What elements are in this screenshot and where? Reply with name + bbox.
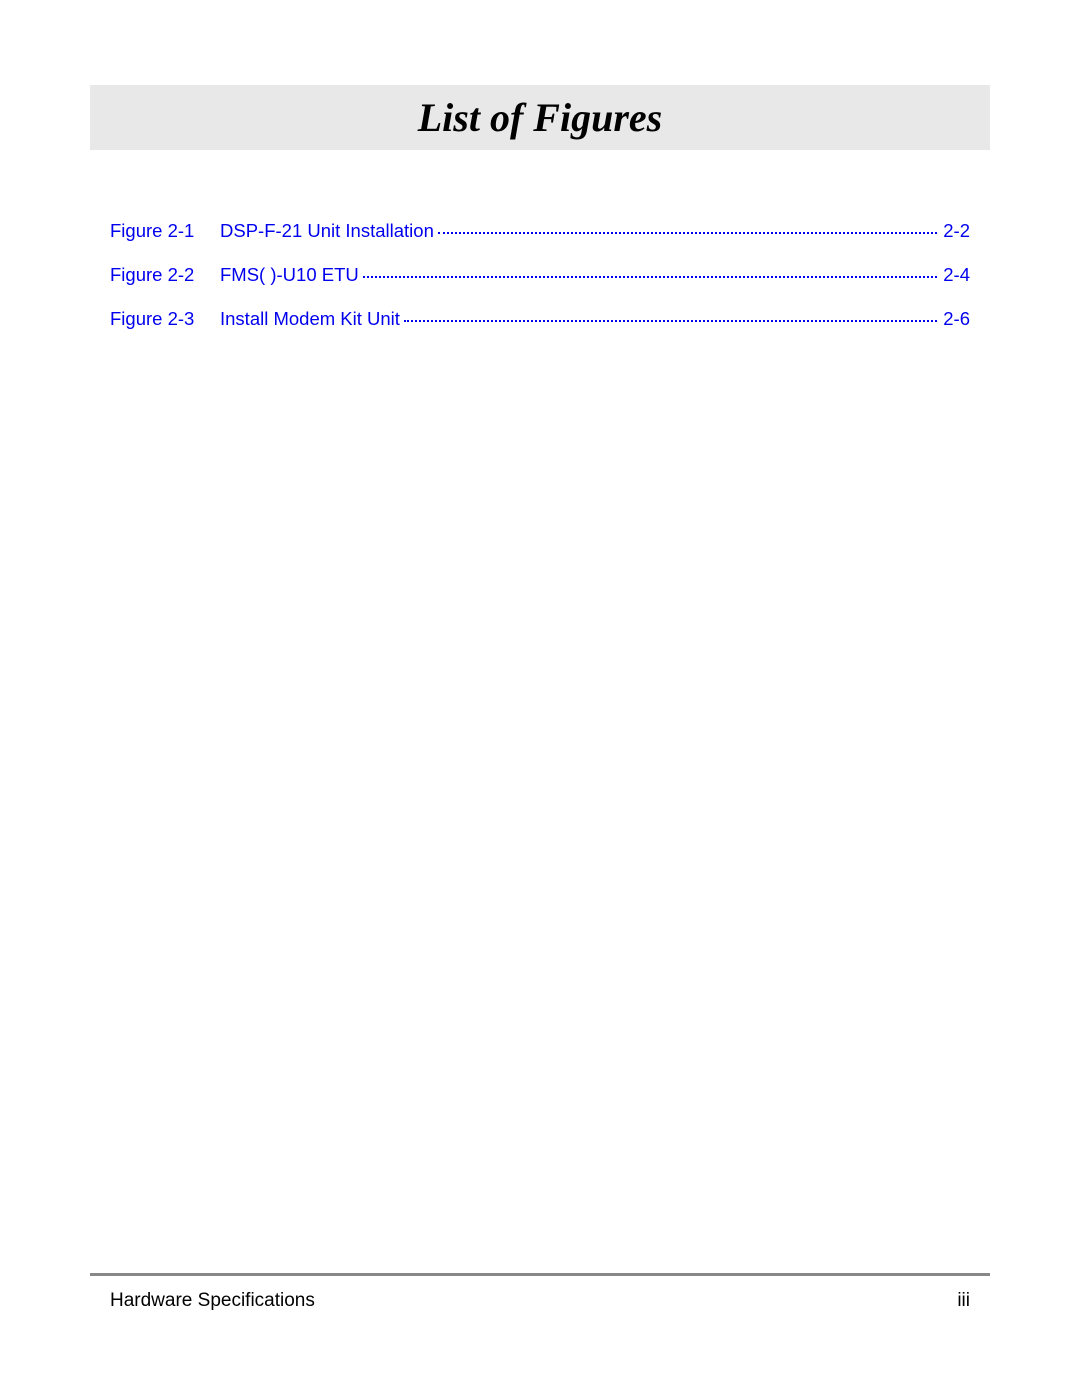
figure-page-link[interactable]: 2-4 <box>943 264 970 286</box>
figure-entry: Figure 2-3 Install Modem Kit Unit 2-6 <box>110 308 970 330</box>
footer-page-number: iii <box>957 1290 970 1312</box>
figure-list: Figure 2-1 DSP-F-21 Unit Installation 2-… <box>90 220 990 330</box>
figure-title-link[interactable]: FMS( )-U10 ETU <box>220 264 359 286</box>
title-banner: List of Figures <box>90 85 990 150</box>
figure-label-link[interactable]: Figure 2-3 <box>110 308 220 330</box>
leader-dots <box>404 320 937 322</box>
page-title: List of Figures <box>418 94 662 141</box>
figure-label-link[interactable]: Figure 2-1 <box>110 220 220 242</box>
footer-rule <box>90 1273 990 1276</box>
leader-dots <box>438 232 937 234</box>
figure-entry: Figure 2-2 FMS( )-U10 ETU 2-4 <box>110 264 970 286</box>
page: List of Figures Figure 2-1 DSP-F-21 Unit… <box>0 0 1080 1397</box>
page-footer: Hardware Specifications iii <box>90 1273 990 1312</box>
footer-left-text: Hardware Specifications <box>110 1290 315 1312</box>
leader-dots <box>363 276 938 278</box>
figure-label-link[interactable]: Figure 2-2 <box>110 264 220 286</box>
figure-title-link[interactable]: DSP-F-21 Unit Installation <box>220 220 434 242</box>
figure-title-link[interactable]: Install Modem Kit Unit <box>220 308 400 330</box>
footer-line: Hardware Specifications iii <box>90 1290 990 1312</box>
figure-page-link[interactable]: 2-6 <box>943 308 970 330</box>
figure-entry: Figure 2-1 DSP-F-21 Unit Installation 2-… <box>110 220 970 242</box>
figure-page-link[interactable]: 2-2 <box>943 220 970 242</box>
